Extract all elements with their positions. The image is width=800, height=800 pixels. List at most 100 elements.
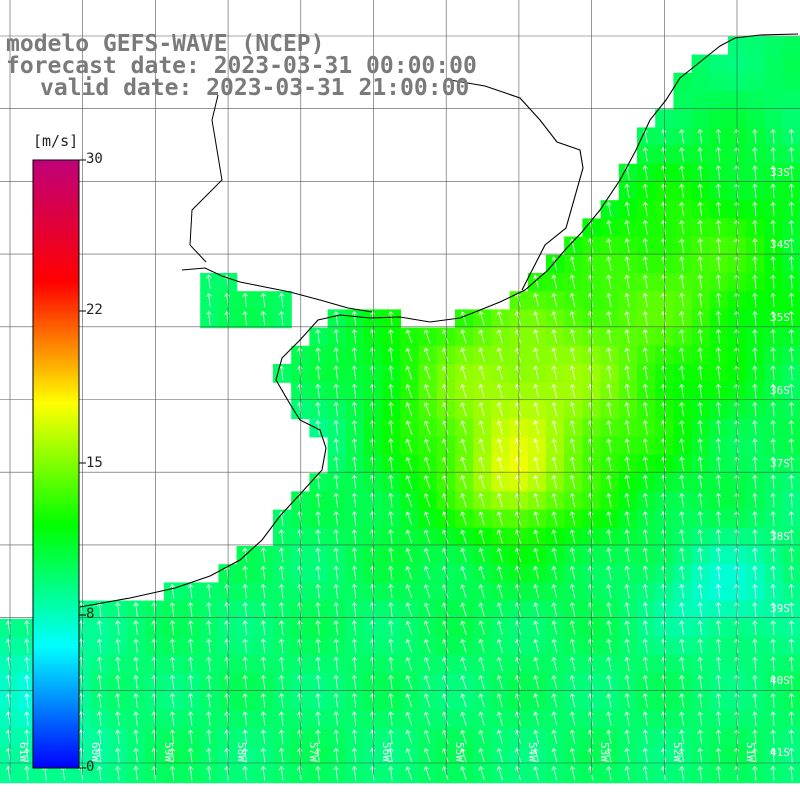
wind-arrow — [460, 511, 467, 526]
wind-arrow — [351, 474, 358, 490]
wind-arrow — [315, 638, 321, 654]
wind-arrow — [388, 711, 394, 726]
wind-arrow — [697, 329, 703, 344]
wind-arrow — [642, 274, 649, 290]
wind-arrow — [533, 620, 540, 635]
wind-arrow — [715, 565, 722, 581]
wind-arrow — [624, 420, 630, 435]
wind-arrow — [533, 511, 540, 526]
wind-arrow — [569, 620, 576, 635]
wind-arrow — [606, 311, 612, 326]
wind-arrow — [697, 547, 703, 563]
wind-arrow — [423, 693, 431, 708]
wind-arrow — [788, 492, 795, 508]
wind-arrow — [496, 638, 503, 653]
wind-arrow — [351, 674, 358, 690]
wind-arrow — [770, 329, 776, 344]
wind-cell — [782, 400, 800, 420]
wind-arrow — [788, 201, 795, 217]
wind-arrow — [187, 620, 194, 635]
wind-arrow — [642, 511, 649, 526]
wind-arrow — [715, 274, 722, 290]
wind-arrow — [96, 620, 103, 635]
wind-cell — [764, 54, 784, 74]
wind-arrow — [697, 256, 703, 271]
wind-arrow — [715, 511, 722, 526]
wind-arrow — [388, 456, 394, 472]
lat-label: 38S — [770, 530, 790, 543]
wind-arrow — [770, 183, 776, 199]
wind-cell — [782, 254, 800, 274]
wind-arrow — [715, 128, 722, 144]
wind-arrow — [606, 256, 612, 271]
lat-label: 33S — [770, 166, 790, 179]
wind-arrow — [187, 729, 194, 745]
wind-arrow — [752, 128, 758, 144]
wind-arrow — [642, 165, 649, 180]
wind-arrow — [423, 438, 431, 453]
wind-arrow — [770, 511, 776, 526]
wind-arrow — [278, 529, 285, 544]
colorbar-tick-8: 8 — [86, 606, 95, 622]
wind-arrow — [624, 620, 630, 635]
wind-arrow — [333, 420, 339, 435]
wind-cell — [746, 36, 765, 56]
wind-arrow — [715, 383, 722, 399]
wind-arrow — [770, 128, 776, 144]
wind-arrow — [679, 401, 685, 417]
wind-arrow — [788, 602, 795, 617]
wind-arrow — [423, 456, 431, 471]
wind-arrow — [606, 438, 612, 453]
wind-arrow — [752, 147, 758, 162]
wind-arrow — [460, 493, 467, 508]
wind-arrow — [606, 456, 612, 472]
wind-arrow — [642, 674, 649, 690]
wind-arrow — [388, 365, 394, 381]
wind-arrow — [551, 656, 558, 672]
wind-arrow — [624, 292, 630, 308]
wind-arrow — [569, 438, 576, 453]
wind-arrow — [788, 383, 795, 399]
wind-arrow — [242, 292, 248, 308]
wind-arrow — [642, 492, 649, 508]
wind-arrow — [679, 365, 685, 381]
wind-arrow — [405, 711, 413, 726]
wind-arrow — [351, 438, 358, 453]
wind-arrow — [96, 747, 103, 763]
wind-arrow — [715, 292, 722, 308]
wind-arrow — [315, 620, 321, 635]
wind-arrow — [496, 565, 503, 581]
wind-arrow — [770, 219, 776, 235]
wind-arrow — [278, 602, 285, 617]
wind-arrow — [405, 384, 413, 399]
wind-arrow — [551, 402, 558, 417]
wind-arrow — [388, 329, 394, 344]
wind-arrow — [24, 638, 30, 654]
wind-arrow — [770, 602, 776, 617]
wind-cell — [782, 145, 800, 165]
wind-arrow — [115, 620, 121, 635]
wind-arrow — [679, 219, 685, 235]
wind-arrow — [788, 347, 795, 362]
wind-cell — [709, 91, 729, 110]
wind-arrow — [96, 674, 103, 690]
wind-arrow — [770, 693, 776, 708]
wind-arrow — [697, 565, 703, 581]
wind-arrow — [278, 547, 285, 563]
wind-arrow — [423, 638, 431, 653]
wind-arrow — [788, 365, 795, 381]
wind-arrow — [187, 583, 194, 599]
wind-arrow — [606, 656, 612, 672]
wind-arrow — [405, 675, 413, 690]
wind-arrow — [569, 729, 576, 745]
wind-arrow — [260, 674, 267, 690]
wind-arrow — [478, 584, 485, 599]
wind-arrow — [333, 438, 339, 453]
wind-arrow — [460, 365, 467, 380]
wind-arrow — [551, 311, 558, 326]
wind-arrow — [351, 456, 358, 472]
wind-arrow — [315, 365, 321, 381]
wind-cell — [782, 418, 800, 438]
